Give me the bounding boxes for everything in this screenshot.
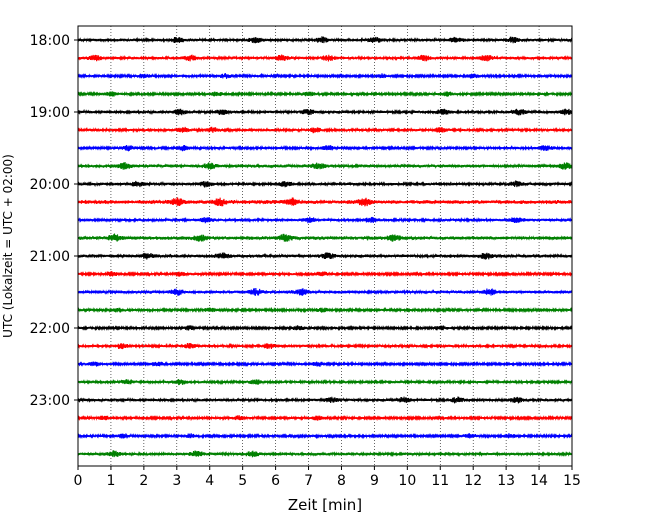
- x-tick-label: 11: [431, 473, 449, 489]
- y-tick-label: 18:00: [30, 33, 70, 49]
- seismogram-trace-23:30: [77, 432, 573, 440]
- x-tick-label: 9: [370, 473, 379, 489]
- seismogram-trace-23:00: [77, 396, 573, 404]
- x-tick-label: 13: [497, 473, 515, 489]
- x-tick-label: 3: [172, 473, 181, 489]
- x-tick-label: 14: [530, 473, 548, 489]
- seismogram-trace-18:15: [77, 54, 573, 62]
- x-tick-label: 0: [74, 473, 83, 489]
- plot-frame: [77, 25, 573, 467]
- seismogram-trace-22:00: [77, 324, 573, 332]
- x-tick-label: 7: [304, 473, 313, 489]
- trace-layer: [77, 36, 573, 458]
- y-axis-ticks: 18:00 19:00 20:00 21:00 22:00 23:00: [30, 33, 78, 409]
- y-axis-label: UTC (Lokalzeit = UTC + 02:00): [1, 154, 15, 338]
- x-tick-label: 10: [398, 473, 416, 489]
- x-tick-label: 6: [271, 473, 280, 489]
- seismogram-trace-21:30: [77, 288, 573, 296]
- seismogram-trace-18:00: [77, 36, 573, 44]
- x-tick-label: 2: [139, 473, 148, 489]
- seismogram-trace-22:15: [77, 342, 573, 350]
- seismogram-trace-21:45: [77, 306, 573, 314]
- seismogram-trace-19:30: [77, 144, 573, 152]
- x-axis-label: Zeit [min]: [288, 496, 362, 514]
- seismogram-trace-22:45: [77, 378, 573, 386]
- y-tick-label: 20:00: [30, 177, 70, 193]
- x-tick-label: 8: [337, 473, 346, 489]
- seismogram-trace-20:00: [77, 180, 573, 188]
- seismogram-trace-19:45: [77, 162, 573, 170]
- seismogram-trace-20:45: [77, 233, 573, 242]
- seismogram-trace-21:00: [77, 252, 573, 260]
- seismogram-trace-20:15: [77, 197, 573, 207]
- x-tick-label: 5: [238, 473, 247, 489]
- seismogram-trace-18:45: [77, 90, 573, 98]
- x-tick-label: 12: [464, 473, 482, 489]
- x-tick-label: 15: [563, 473, 581, 489]
- seismogram-trace-19:00: [77, 108, 573, 116]
- seismogram-trace-19:15: [77, 126, 573, 134]
- seismogram-trace-18:30: [77, 72, 573, 80]
- x-axis-ticks: 0 1 2 3 4 5 6 7 8 9 10 11 12 13 14 15: [74, 466, 581, 489]
- x-tick-label: 4: [205, 473, 214, 489]
- y-tick-label: 19:00: [30, 105, 70, 121]
- seismogram-trace-23:45: [77, 450, 573, 458]
- x-tick-label: 1: [106, 473, 115, 489]
- y-tick-label: 21:00: [30, 249, 70, 265]
- seismogram-trace-21:15: [77, 270, 573, 278]
- y-tick-label: 22:00: [30, 321, 70, 337]
- seismogram-trace-23:15: [77, 414, 573, 422]
- seismogram-trace-22:30: [77, 360, 573, 368]
- grid-lines: [110, 26, 540, 466]
- y-tick-label: 23:00: [30, 393, 70, 409]
- seismogram-trace-20:30: [77, 216, 573, 224]
